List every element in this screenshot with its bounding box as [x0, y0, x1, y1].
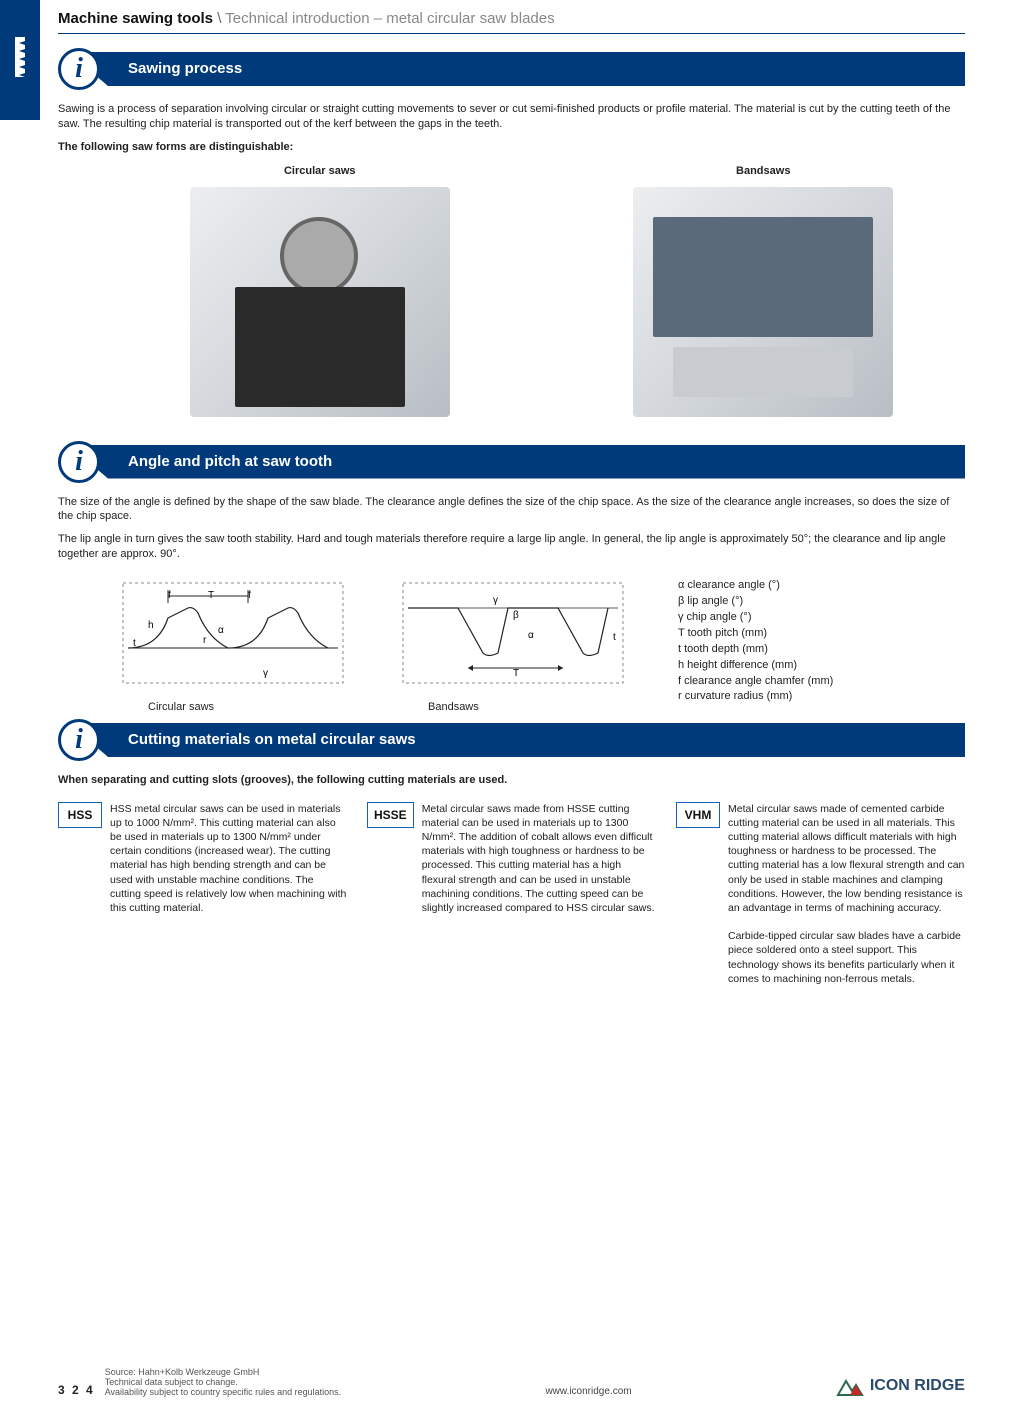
diagrams-row: f T f h t α r γ Circular saws γ β α — [118, 578, 965, 713]
breadcrumb: Machine sawing tools \ Technical introdu… — [58, 10, 965, 34]
info-icon: i — [58, 48, 100, 90]
circular-saw-diagram: f T f h t α r γ Circular saws — [118, 578, 368, 713]
svg-text:α: α — [218, 625, 224, 636]
bandsaw-column: Bandsaws — [562, 165, 966, 417]
footer-note1: Technical data subject to change. — [105, 1377, 341, 1387]
diagram-caption-circular: Circular saws — [148, 701, 368, 713]
section-header-sawing-process: i Sawing process — [58, 48, 965, 90]
footer-note2: Availability subject to country specific… — [105, 1387, 341, 1397]
circular-saw-image — [190, 187, 450, 417]
angle-pitch-p2: The lip angle in turn gives the saw toot… — [58, 532, 965, 562]
hsse-badge: HSSE — [367, 802, 414, 828]
info-icon: i — [58, 719, 100, 761]
section-header-cutting-materials: i Cutting materials on metal circular sa… — [58, 719, 965, 761]
logo-text: ICON RIDGE — [870, 1377, 965, 1395]
sawing-process-intro: Sawing is a process of separation involv… — [58, 102, 965, 132]
footer-source: Source: Hahn+Kolb Werkzeuge GmbH — [105, 1367, 341, 1377]
sawing-process-subhead: The following saw forms are distinguisha… — [58, 140, 965, 155]
legend-h: h height difference (mm) — [678, 658, 833, 674]
breadcrumb-main: Machine sawing tools — [58, 10, 213, 27]
svg-text:t: t — [613, 632, 616, 643]
bandsaw-diagram: γ β α t T Bandsaws — [398, 578, 648, 713]
svg-text:T: T — [513, 668, 519, 679]
legend-alpha: α clearance angle (°) — [678, 578, 833, 594]
section-title: Angle and pitch at saw tooth — [68, 445, 965, 479]
logo-mark-icon — [836, 1375, 864, 1397]
svg-text:h: h — [148, 620, 154, 631]
legend-t: t tooth depth (mm) — [678, 642, 833, 658]
cutting-materials-subhead: When separating and cutting slots (groov… — [58, 773, 965, 788]
svg-text:α: α — [528, 630, 534, 641]
legend-gamma: γ chip angle (°) — [678, 610, 833, 626]
angle-legend: α clearance angle (°) β lip angle (°) γ … — [678, 578, 833, 706]
legend-beta: β lip angle (°) — [678, 594, 833, 610]
saw-types-row: Circular saws Bandsaws — [118, 165, 965, 417]
diagram-caption-bandsaw: Bandsaws — [428, 701, 648, 713]
vhm-text-2: Carbide-tipped circular saw blades have … — [728, 930, 961, 985]
footer-url: www.iconridge.com — [545, 1386, 631, 1397]
svg-text:r: r — [203, 635, 207, 646]
hss-text: HSS metal circular saws can be used in m… — [110, 802, 347, 915]
footer-logo: ICON RIDGE — [836, 1375, 965, 1397]
breadcrumb-sub: Technical introduction – metal circular … — [225, 10, 554, 27]
section-title: Cutting materials on metal circular saws — [68, 723, 965, 757]
svg-text:β: β — [513, 610, 519, 621]
vhm-badge: VHM — [676, 802, 720, 828]
info-icon: i — [58, 441, 100, 483]
vhm-text-1: Metal circular saws made of cemented car… — [728, 803, 964, 914]
bandsaw-image — [633, 187, 893, 417]
breadcrumb-separator: \ — [217, 10, 221, 27]
material-hss: HSS HSS metal circular saws can be used … — [58, 802, 347, 986]
angle-pitch-p1: The size of the angle is defined by the … — [58, 495, 965, 525]
bandsaw-title: Bandsaws — [562, 165, 966, 177]
hsse-text: Metal circular saws made from HSSE cutti… — [422, 802, 656, 915]
page-footer: 3 2 4 Source: Hahn+Kolb Werkzeuge GmbH T… — [58, 1367, 965, 1397]
material-hsse: HSSE Metal circular saws made from HSSE … — [367, 802, 656, 986]
material-vhm: VHM Metal circular saws made of cemented… — [676, 802, 965, 986]
svg-text:γ: γ — [263, 668, 268, 679]
section-title: Sawing process — [68, 52, 965, 86]
page-number: 3 2 4 — [58, 1383, 95, 1397]
legend-r: r curvature radius (mm) — [678, 689, 833, 705]
svg-text:γ: γ — [493, 595, 498, 606]
circular-saw-column: Circular saws — [118, 165, 522, 417]
legend-T: T tooth pitch (mm) — [678, 626, 833, 642]
circular-saw-title: Circular saws — [118, 165, 522, 177]
hss-badge: HSS — [58, 802, 102, 828]
svg-text:t: t — [133, 638, 136, 649]
legend-f: f clearance angle chamfer (mm) — [678, 674, 833, 690]
materials-row: HSS HSS metal circular saws can be used … — [58, 802, 965, 986]
vhm-text: Metal circular saws made of cemented car… — [728, 802, 965, 986]
section-header-angle-pitch: i Angle and pitch at saw tooth — [58, 441, 965, 483]
